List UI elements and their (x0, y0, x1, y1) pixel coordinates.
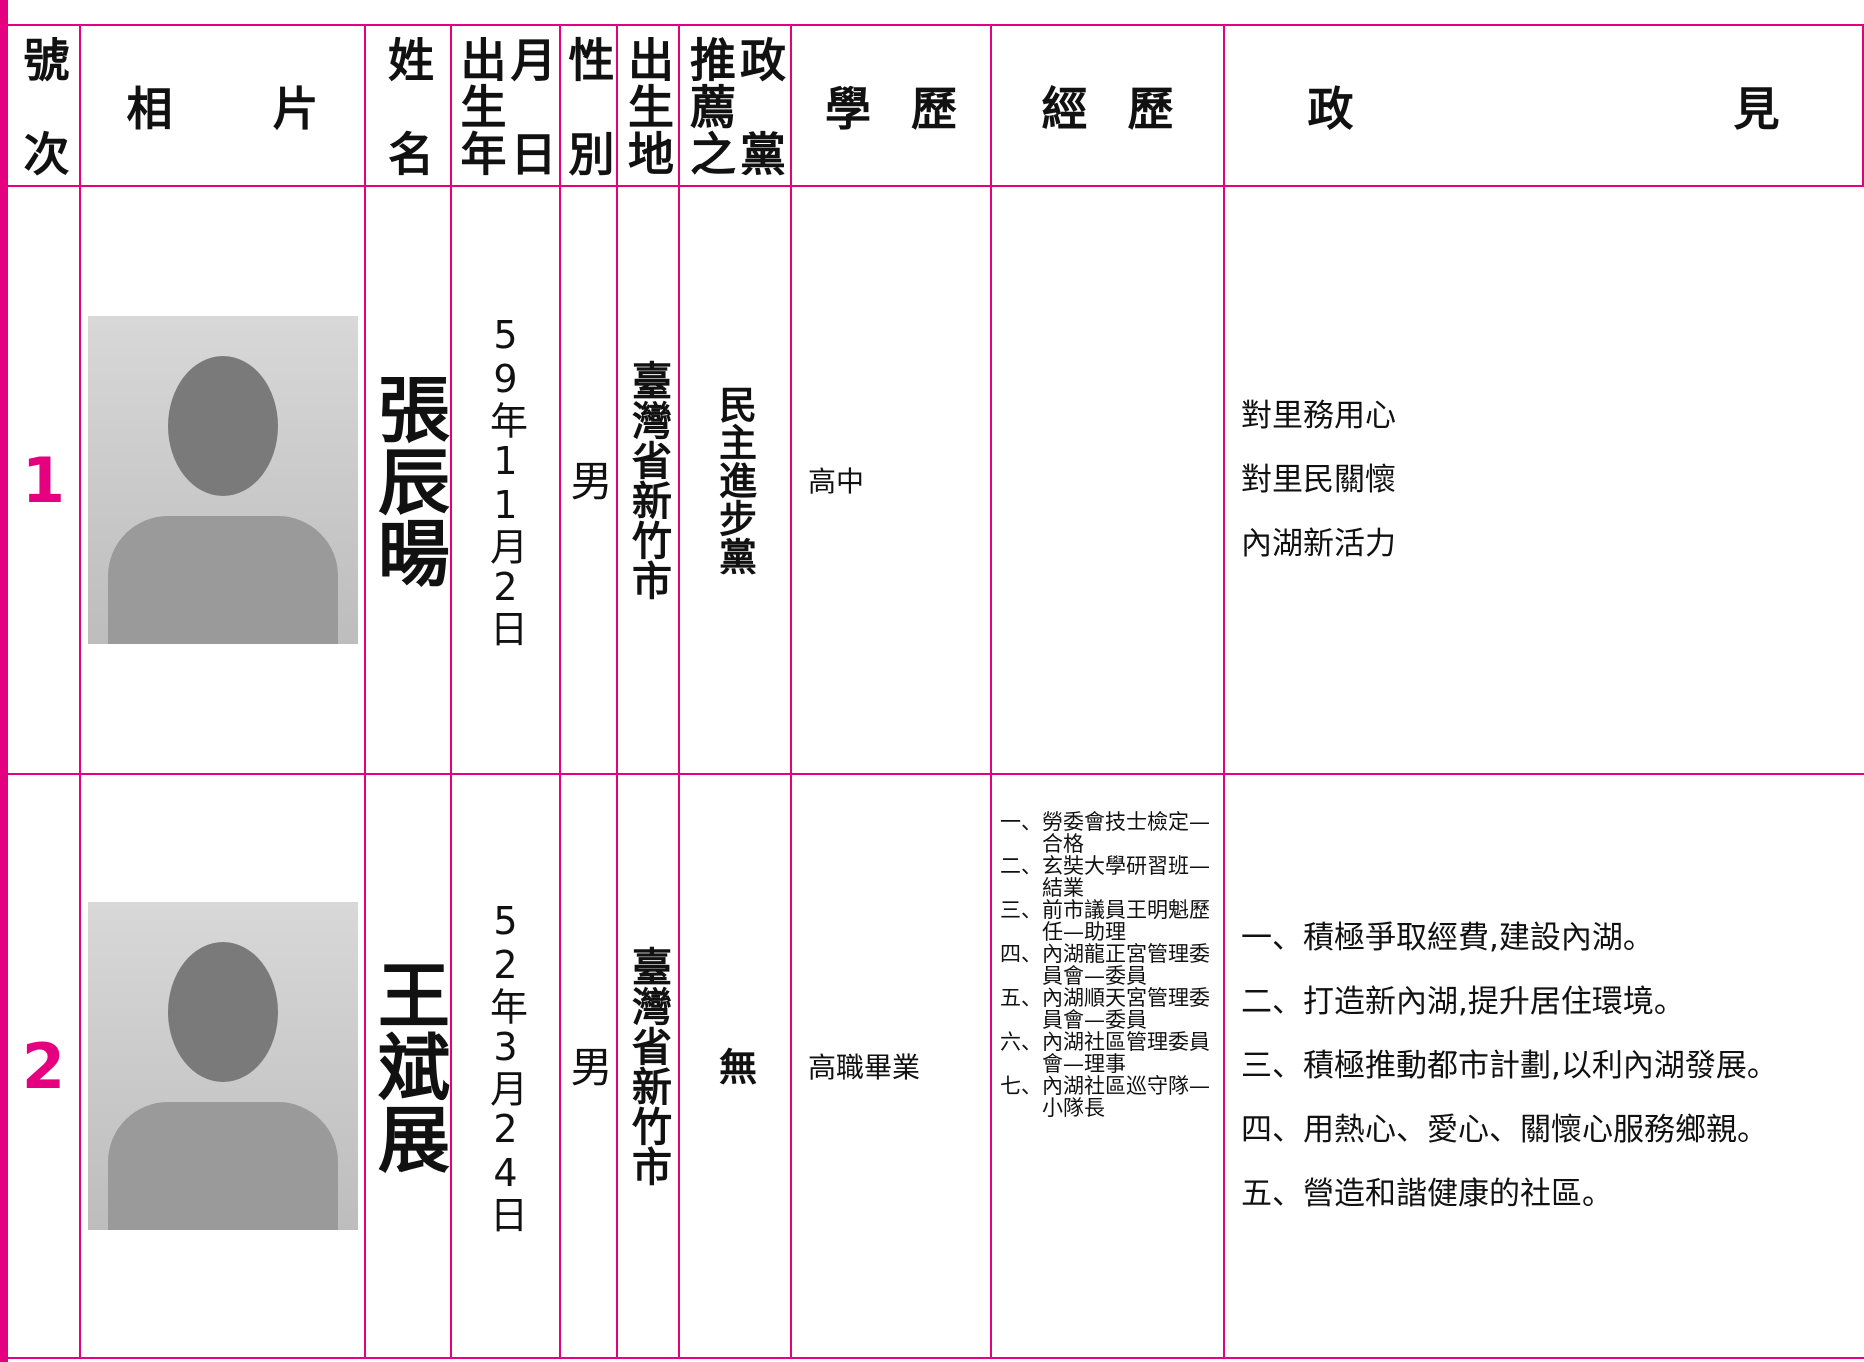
header-cell: 相片 (81, 26, 366, 187)
header-text: 出生年月日 (453, 35, 558, 176)
experience-item: 四、內湖龍正宮管理委員會—委員 (1000, 942, 1210, 988)
header-cell: 性別 (561, 26, 618, 187)
header-cell: 經歷 (992, 26, 1225, 187)
candidate-name: 張辰暘 (365, 372, 450, 588)
number-cell: 2 (8, 775, 81, 1359)
photo-head (167, 356, 278, 496)
header-text: 學歷 (825, 81, 997, 136)
education-cell: 高中 (792, 187, 992, 775)
candidate-number: 1 (21, 443, 66, 517)
photo-cell (81, 775, 366, 1359)
candidate-name: 王斌展 (365, 958, 450, 1174)
platform-item: 內湖新活力 (1241, 526, 1396, 562)
experience-cell: 一、勞委會技士檢定—合格 二、玄奘大學研習班—結業 三、前市議員王明魁歷任—助理 四、… (992, 775, 1225, 1359)
education-cell: 高職畢業 (792, 775, 992, 1359)
birthplace: 臺灣省新竹市 (625, 360, 671, 600)
platform-cell: 一、積極爭取經費,建設內湖。 二、打造新內湖,提升居住環境。三、積極推動都市計劃,… (1225, 775, 1864, 1359)
party-cell: 無 (680, 775, 792, 1359)
top-border (0, 24, 1864, 26)
header-cell: 姓名 (366, 26, 452, 187)
header-text: 經歷 (1041, 81, 1214, 136)
birthplace: 臺灣省新竹市 (625, 946, 671, 1186)
experience-item: 七、內湖社區巡守隊—小隊長 (1000, 1074, 1210, 1120)
header-text: 號次 (16, 35, 71, 176)
birthplace-cell: 臺灣省新竹市 (618, 187, 680, 775)
header-text: 政見 (1307, 81, 1780, 136)
education: 高職畢業 (808, 1051, 921, 1084)
header-cell: 學歷 (792, 26, 992, 187)
birth-cell: 52年3月24日 (452, 775, 561, 1359)
gender: 男 (564, 459, 613, 501)
header-cell: 政見 (1225, 26, 1864, 187)
birthplace-cell: 臺灣省新竹市 (618, 775, 680, 1359)
left-border (0, 0, 8, 1362)
photo (87, 902, 358, 1230)
header-text: 推薦之政黨 (683, 35, 787, 176)
header-text: 性別 (561, 35, 616, 176)
experience-cell (992, 187, 1225, 775)
platform-item: 對里務用心 (1241, 398, 1396, 434)
gender: 男 (564, 1045, 613, 1087)
name-cell: 王斌展 (366, 775, 452, 1359)
header-cell: 推薦之政黨 (680, 26, 792, 187)
birth-cell: 59年11月2日 (452, 187, 561, 775)
platform-item: 一、積極爭取經費,建設內湖。 (1241, 920, 1654, 956)
photo-head (167, 942, 278, 1082)
gender-cell: 男 (561, 187, 618, 775)
header-cell: 號次 (8, 26, 81, 187)
party-cell: 民主進步黨 (680, 187, 792, 775)
platform-item: 五、營造和諧健康的社區。 (1241, 1176, 1613, 1212)
header-text: 姓名 (381, 35, 435, 176)
party: 無 (712, 1047, 757, 1085)
platform-item: 四、用熱心、愛心、關懷心服務鄉親。 (1241, 1112, 1768, 1148)
platform-list: 一、積極爭取經費,建設內湖。 二、打造新內湖,提升居住環境。三、積極推動都市計劃,… (1241, 906, 1778, 1226)
header-text: 出生地 (621, 35, 675, 176)
platform-list: 對里務用心對里民關懷內湖新活力 (1241, 384, 1396, 576)
birth-date: 59年11月2日 (483, 313, 528, 647)
education: 高中 (808, 465, 865, 498)
experience-item: 三、前市議員王明魁歷任—助理 (1000, 898, 1210, 944)
photo-body (107, 516, 338, 644)
birth-date: 52年3月24日 (483, 899, 528, 1233)
number-cell: 1 (8, 187, 81, 775)
name-cell: 張辰暘 (366, 187, 452, 775)
experience-item: 六、內湖社區管理委員會—理事 (1000, 1030, 1210, 1076)
party: 民主進步黨 (712, 385, 757, 575)
header-cell: 出生年月日 (452, 26, 561, 187)
experience-list: 一、勞委會技士檢定—合格 二、玄奘大學研習班—結業 三、前市議員王明魁歷任—助理 四、… (992, 811, 1223, 1119)
candidate-number: 2 (21, 1029, 66, 1103)
gender-cell: 男 (561, 775, 618, 1359)
platform-item: 二、打造新內湖,提升居住環境。 (1241, 984, 1685, 1020)
photo (87, 316, 358, 644)
experience-item: 二、玄奘大學研習班—結業 (1000, 854, 1210, 900)
header-text: 相片 (126, 81, 419, 136)
platform-item: 三、積極推動都市計劃,以利內湖發展。 (1241, 1048, 1778, 1084)
platform-cell: 對里務用心對里民關懷內湖新活力 (1225, 187, 1864, 775)
experience-item: 一、勞委會技士檢定—合格 (1000, 810, 1210, 856)
platform-item: 對里民關懷 (1241, 462, 1396, 498)
photo-body (107, 1102, 338, 1230)
header-cell: 出生地 (618, 26, 680, 187)
experience-item: 五、內湖順天宮管理委員會—委員 (1000, 986, 1210, 1032)
photo-cell (81, 187, 366, 775)
